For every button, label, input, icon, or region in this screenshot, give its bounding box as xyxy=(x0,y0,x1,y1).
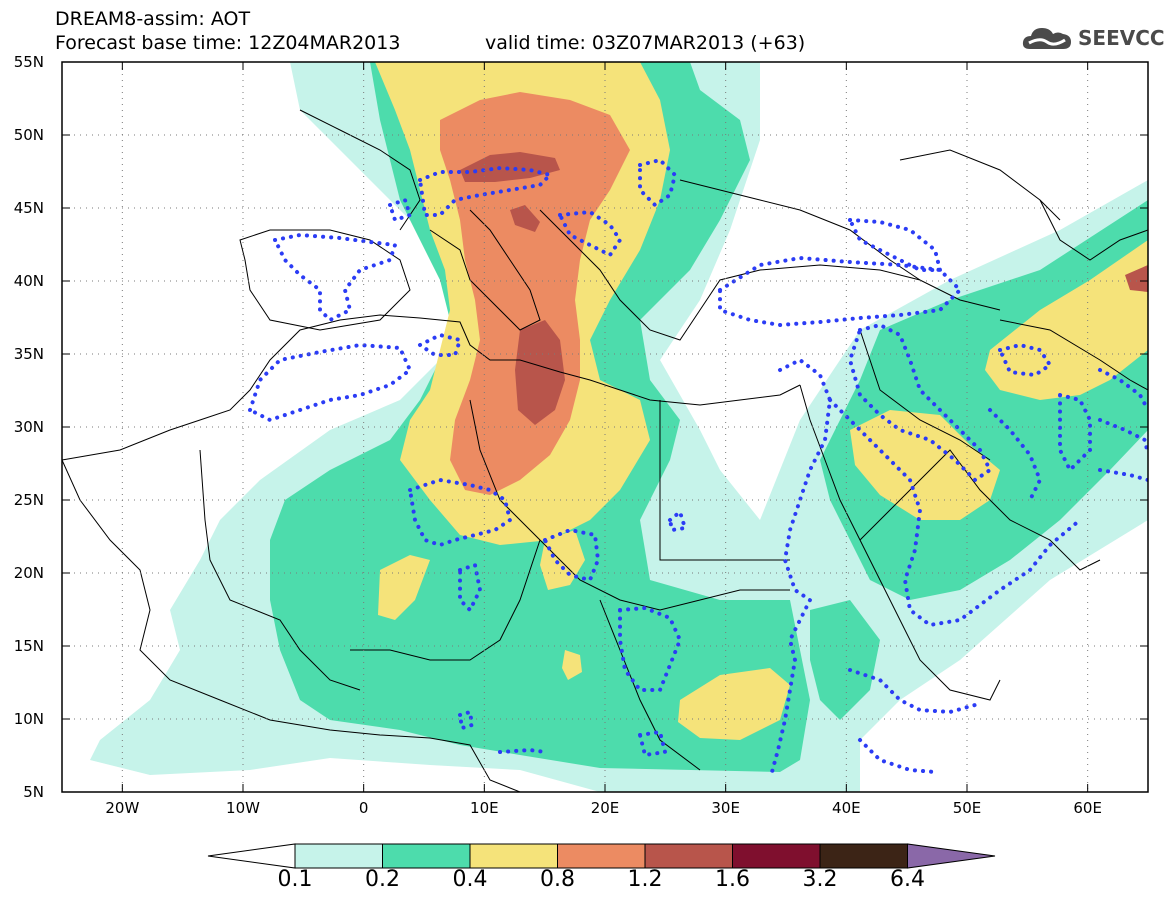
lat-label-50n: 50N xyxy=(13,126,44,144)
lat-label-40n: 40N xyxy=(13,272,44,290)
lat-label-20n: 20N xyxy=(13,564,44,582)
lat-label-15n: 15N xyxy=(13,637,44,655)
aot-contour-0.8 xyxy=(440,92,630,495)
colorbar xyxy=(207,843,996,869)
forecast-base-time: Forecast base time: 12Z04MAR2013 xyxy=(55,32,401,54)
lat-label-55n: 55N xyxy=(13,53,44,71)
aot-contour-0.2-rift xyxy=(810,600,880,720)
colorbar-level-label: 1.2 xyxy=(627,867,663,892)
aot-contour-1.2-east xyxy=(1125,265,1148,292)
colorbar-level-label: 6.4 xyxy=(890,867,925,892)
lat-label-10n: 10N xyxy=(13,710,44,728)
lat-label-30n: 30N xyxy=(13,418,44,436)
colorbar-swatch xyxy=(819,843,908,869)
colorbar-level-label: 1.6 xyxy=(715,867,750,892)
aot-contour-0.4-d xyxy=(678,668,790,740)
valid-time: valid time: 03Z07MAR2013 (+63) xyxy=(485,32,806,54)
cloud-logo-icon xyxy=(1022,28,1071,49)
gridlines xyxy=(62,62,1148,792)
map-title: DREAM8-assim: AOT xyxy=(55,8,251,30)
aot-contour-0.4-e xyxy=(850,410,1000,520)
lon-label-20w: 20W xyxy=(105,799,140,817)
colorbar-level-label: 0.4 xyxy=(452,867,488,892)
colorbar-arrow-high xyxy=(907,843,996,869)
map-frame xyxy=(61,61,1149,793)
colorbar-level-label: 0.1 xyxy=(277,867,313,892)
coastlines xyxy=(62,109,1148,792)
aot-contour-1.2 xyxy=(515,320,565,425)
colorbar-swatch xyxy=(644,843,733,869)
aot-contour-1.2-adriatic xyxy=(510,205,540,232)
seevccc-logo: SEEVCCC xyxy=(1020,22,1165,54)
colorbar-level-label: 0.2 xyxy=(365,867,400,892)
lon-label-40e: 40E xyxy=(832,799,861,817)
colorbar-level-label: 3.2 xyxy=(802,867,838,892)
aot-contour-0.4-a xyxy=(378,555,430,620)
lon-label-10w: 10W xyxy=(226,799,260,817)
lat-label-45n: 45N xyxy=(13,199,44,217)
lat-label-35n: 35N xyxy=(13,345,44,363)
aot-contour-1.2-alps xyxy=(460,152,560,182)
dotted-contours xyxy=(247,157,1148,774)
lat-label-25n: 25N xyxy=(13,491,44,509)
lon-label-50e: 50E xyxy=(952,799,982,817)
colorbar-swatch xyxy=(294,843,383,869)
lat-label-5n: 5N xyxy=(23,783,44,801)
lon-label-20e: 20E xyxy=(590,799,620,817)
lon-label-0: 0 xyxy=(358,799,369,817)
aot-contour-0.4-b xyxy=(540,530,585,590)
colorbar-arrow-low xyxy=(207,843,296,869)
aot-contour-0.4-f xyxy=(985,240,1148,400)
lon-label-10e: 10E xyxy=(470,799,499,817)
colorbar-level-label: 0.8 xyxy=(540,867,575,892)
colorbar-swatch xyxy=(557,843,646,869)
colorbar-swatch xyxy=(382,843,471,869)
aot-contour-0.4-c xyxy=(562,650,582,680)
lon-label-30e: 30E xyxy=(711,799,740,817)
lon-label-60e: 60E xyxy=(1073,799,1102,817)
colorbar-swatch xyxy=(469,843,558,869)
logo-text: SEEVCCC xyxy=(1078,26,1165,50)
colorbar-swatch xyxy=(732,843,821,869)
